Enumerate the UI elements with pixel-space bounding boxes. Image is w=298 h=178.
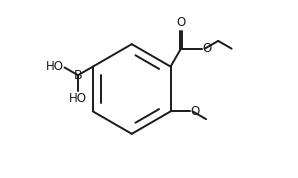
Text: HO: HO — [69, 92, 87, 105]
Text: O: O — [176, 16, 186, 29]
Text: B: B — [74, 69, 82, 82]
Text: O: O — [202, 42, 212, 55]
Text: HO: HO — [46, 60, 64, 74]
Text: O: O — [190, 105, 200, 118]
